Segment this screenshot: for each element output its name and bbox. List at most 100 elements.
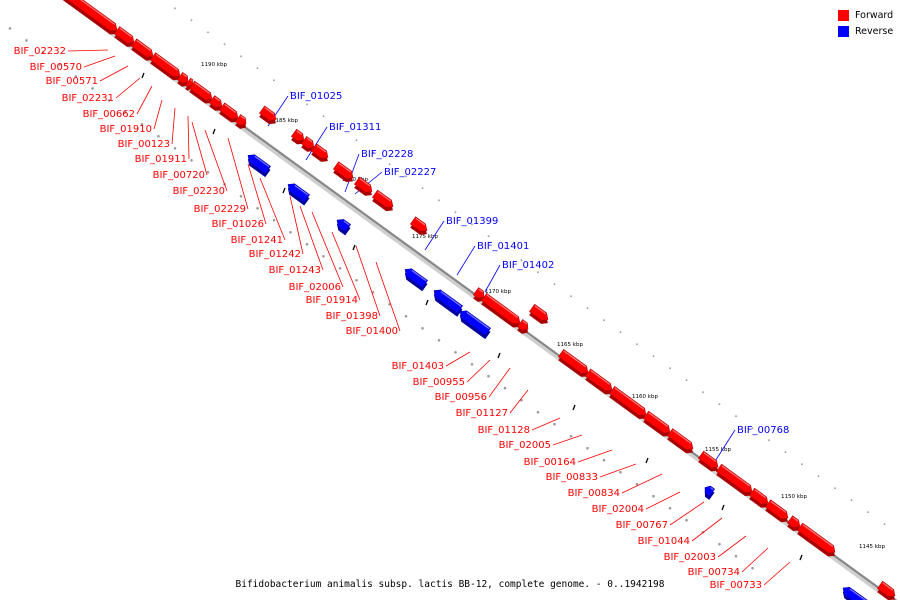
gene-highlight bbox=[338, 162, 352, 173]
guide-dot bbox=[107, 99, 111, 102]
legend-forward-swatch bbox=[838, 10, 849, 21]
guide-dot bbox=[190, 19, 193, 22]
forward-gene bbox=[114, 26, 135, 47]
gene-highlight bbox=[486, 294, 519, 319]
forward-gene bbox=[410, 216, 428, 235]
gene-body bbox=[247, 154, 271, 174]
gene-highlight bbox=[62, 0, 116, 26]
forward-gene bbox=[529, 303, 549, 324]
forward-gene bbox=[877, 580, 896, 600]
reverse-gene bbox=[404, 268, 428, 292]
forward-gene bbox=[585, 368, 613, 395]
gene-body bbox=[609, 386, 647, 416]
forward-gene bbox=[473, 287, 485, 302]
forward-gene-label: BIF_00955 bbox=[413, 377, 465, 388]
forward-gene-label: BIF_02004 bbox=[592, 504, 644, 515]
gene-highlight bbox=[466, 311, 490, 330]
guide-dot bbox=[801, 463, 803, 466]
gene-highlight bbox=[294, 184, 309, 196]
legend-reverse-swatch bbox=[838, 26, 849, 37]
forward-gene-label: BIF_00164 bbox=[524, 457, 576, 468]
guide-dot bbox=[685, 379, 688, 382]
gene-highlight bbox=[590, 370, 611, 385]
forward-gene bbox=[301, 136, 315, 152]
forward-gene-label: BIF_02232 bbox=[14, 46, 66, 57]
guide-dot bbox=[735, 415, 737, 418]
gene-highlight bbox=[214, 96, 221, 102]
position-ticks: 1190 kbp 1185 kbp 1180 kbp 1175 kbp 1170 kbp… bbox=[141, 62, 885, 561]
reverse-gene bbox=[336, 219, 351, 236]
gene-body bbox=[177, 72, 189, 84]
gene-body bbox=[842, 587, 869, 600]
guide-dot bbox=[586, 307, 589, 310]
forward-gene bbox=[372, 189, 394, 212]
tick-label: 1175 kbp bbox=[412, 234, 438, 240]
gene-highlight bbox=[182, 73, 188, 78]
guide-dot bbox=[586, 446, 589, 450]
gene-highlight bbox=[119, 27, 133, 38]
gene-highlight bbox=[296, 130, 303, 135]
reverse-gene-label: BIF_01401 bbox=[477, 241, 529, 252]
guide-dot bbox=[91, 87, 94, 90]
guide-dot bbox=[174, 7, 176, 10]
forward-gene-label: BIF_02003 bbox=[664, 552, 716, 563]
guide-dot bbox=[206, 171, 210, 174]
forward-gene-leader bbox=[531, 417, 561, 431]
gene-body bbox=[787, 515, 801, 528]
genome-caption: Bifidobacterium animalis subsp. lactis B… bbox=[235, 579, 665, 590]
tick-label: 1165 kbp bbox=[557, 342, 583, 348]
gene-highlight bbox=[343, 220, 350, 226]
gene-body bbox=[301, 136, 315, 149]
guide-dot bbox=[240, 55, 242, 58]
forward-gene bbox=[333, 161, 354, 183]
guide-dot bbox=[702, 391, 704, 394]
forward-gene bbox=[517, 319, 529, 334]
forward-gene-leader bbox=[204, 129, 228, 192]
forward-gene-label: BIF_01026 bbox=[212, 219, 264, 230]
gene-body bbox=[336, 219, 351, 233]
gene-highlight bbox=[614, 387, 645, 410]
guide-dot bbox=[355, 279, 358, 282]
forward-gene-leader bbox=[717, 535, 747, 558]
gene-highlight bbox=[440, 290, 462, 307]
guide-dot bbox=[8, 27, 12, 30]
legend-reverse-label: Reverse bbox=[855, 26, 894, 37]
forward-gene bbox=[765, 499, 789, 523]
guide-dot bbox=[140, 123, 144, 126]
guide-dot bbox=[454, 351, 457, 354]
gene-body bbox=[287, 183, 310, 203]
gene-body bbox=[209, 95, 223, 108]
gene-body bbox=[749, 487, 769, 505]
guide-dot bbox=[520, 259, 523, 262]
gene-highlight bbox=[721, 465, 751, 487]
guide-dot bbox=[437, 339, 441, 342]
guide-dot bbox=[668, 506, 672, 510]
gene-highlight bbox=[254, 155, 270, 168]
guide-dot bbox=[602, 458, 606, 462]
gene-highlight bbox=[316, 144, 327, 153]
forward-gene-label: BIF_00570 bbox=[30, 62, 82, 73]
guide-dot bbox=[603, 319, 605, 322]
forward-gene-leader bbox=[299, 205, 324, 271]
forward-gene bbox=[291, 128, 305, 145]
reverse-gene bbox=[842, 587, 869, 600]
forward-gene-label: BIF_01044 bbox=[638, 536, 690, 547]
gene-highlight bbox=[648, 412, 669, 428]
gene-body bbox=[311, 143, 329, 159]
guide-dot bbox=[751, 566, 754, 570]
guide-dot bbox=[404, 315, 408, 318]
guide-dot bbox=[619, 470, 622, 474]
guide-dot bbox=[124, 111, 127, 114]
guide-dot bbox=[388, 163, 391, 166]
forward-gene-leader bbox=[741, 547, 769, 573]
forward-gene-leader bbox=[136, 85, 153, 115]
guide-dot bbox=[536, 410, 540, 414]
legend-forward: Forward bbox=[838, 8, 893, 23]
guide-dot bbox=[223, 43, 226, 46]
gene-highlight bbox=[136, 39, 152, 52]
forward-gene-leader bbox=[171, 107, 176, 145]
gene-body bbox=[354, 176, 373, 193]
forward-gene-label: BIF_01914 bbox=[306, 295, 358, 306]
gene-body bbox=[585, 368, 613, 392]
guide-dot bbox=[289, 91, 292, 94]
